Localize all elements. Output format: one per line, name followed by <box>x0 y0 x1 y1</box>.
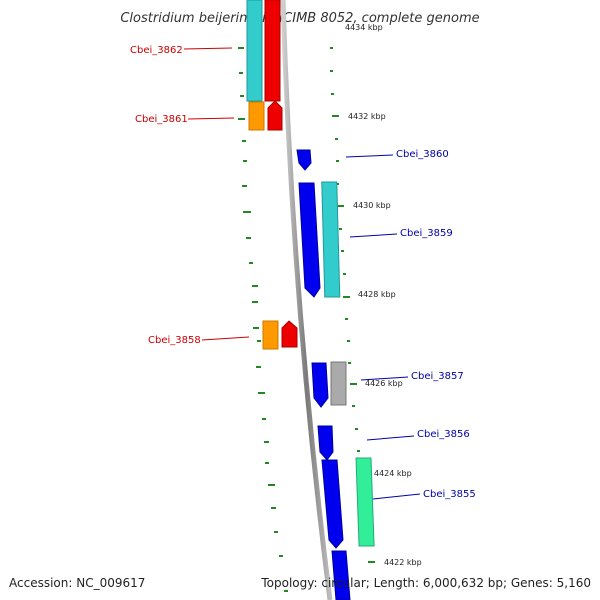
gc-content-track <box>330 47 375 563</box>
gene-label-cbei-3861[interactable]: Cbei_3861 <box>135 114 188 125</box>
gene-label-cbei-3855[interactable]: Cbei_3855 <box>423 489 476 500</box>
genome-backbone <box>280 0 333 600</box>
gc-skew-track <box>238 47 288 592</box>
tick-label-4426: 4426 kbp <box>365 379 403 388</box>
cog-block-cbei-3855[interactable] <box>355 457 375 547</box>
leader-cbei-3857 <box>360 376 409 381</box>
cds-arrow-cbei-3859[interactable] <box>298 182 321 298</box>
cog-block-cbei-3857[interactable] <box>330 361 347 406</box>
leader-cbei-3855 <box>372 493 421 500</box>
cds-arrow-cbei-3855[interactable] <box>321 459 344 549</box>
gene-label-cbei-3860[interactable]: Cbei_3860 <box>396 149 449 160</box>
leader-cbei-3860 <box>345 154 394 158</box>
cds-arrow-cbei-3861[interactable] <box>267 100 283 131</box>
leader-cbei-3862 <box>183 47 233 50</box>
leader-cbei-3859 <box>349 233 398 238</box>
gene-label-cbei-3859[interactable]: Cbei_3859 <box>400 228 453 239</box>
leader-cbei-3861 <box>187 117 235 120</box>
cds-arrow-cbei-3862[interactable] <box>264 0 281 102</box>
tick-label-4428: 4428 kbp <box>358 290 396 299</box>
cds-arrow-next[interactable] <box>331 550 351 600</box>
tick-label-4424: 4424 kbp <box>374 469 412 478</box>
cds-arrow-cbei-3856[interactable] <box>317 425 334 461</box>
leader-cbei-3858 <box>201 336 250 341</box>
tick-label-4422: 4422 kbp <box>384 558 422 567</box>
cds-arrow-cbei-3860[interactable] <box>296 149 312 171</box>
gene-label-cbei-3858[interactable]: Cbei_3858 <box>148 335 201 346</box>
kbp-ticks: 4434 kbp 4432 kbp 4430 kbp 4428 kbp 4426… <box>345 23 422 567</box>
gene-labels: Cbei_3862 Cbei_3861 Cbei_3860 Cbei_3859 … <box>130 45 476 500</box>
leader-cbei-3856 <box>366 435 415 441</box>
tick-label-4434: 4434 kbp <box>345 23 383 32</box>
genome-info-text: Topology: circular; Length: 6,000,632 bp… <box>260 576 591 590</box>
reverse-strand-features <box>246 0 298 350</box>
cds-arrow-cbei-3857[interactable] <box>311 362 329 408</box>
gene-label-cbei-3862[interactable]: Cbei_3862 <box>130 45 183 56</box>
gene-label-cbei-3856[interactable]: Cbei_3856 <box>417 429 470 440</box>
map-title: Clostridium beijerinckii NCIMB 8052, com… <box>120 11 479 26</box>
cog-block-cbei-3859[interactable] <box>321 181 341 298</box>
forward-strand-features <box>296 149 375 600</box>
cds-arrow-cbei-3858[interactable] <box>281 320 298 348</box>
gene-label-cbei-3857[interactable]: Cbei_3857 <box>411 371 464 382</box>
accession-text: Accession: NC_009617 <box>9 576 145 590</box>
tick-label-4432: 4432 kbp <box>348 112 386 121</box>
cog-block-cbei-3862[interactable] <box>246 0 263 102</box>
tick-label-4430: 4430 kbp <box>353 201 391 210</box>
cog-block-cbei-3861[interactable] <box>248 101 265 131</box>
cog-block-cbei-3858[interactable] <box>262 320 279 350</box>
